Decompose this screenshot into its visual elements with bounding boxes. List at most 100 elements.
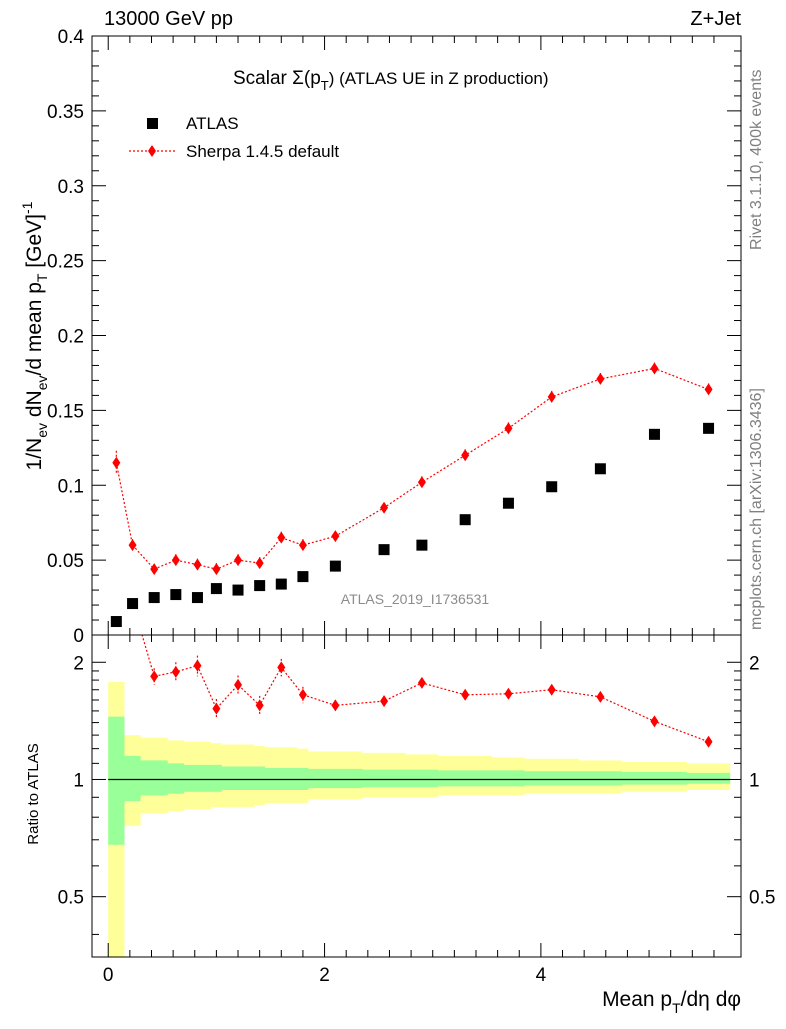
atlas-point [459, 514, 471, 526]
main-y-tick-label: 0.3 [58, 177, 84, 198]
atlas-point [210, 583, 222, 595]
ratio-sherpa-line [141, 635, 709, 743]
atlas-point [416, 539, 428, 551]
legend-sherpa-marker [148, 145, 156, 157]
ratio-sherpa-point [171, 665, 180, 678]
atlas-point [502, 497, 514, 509]
sherpa-point [331, 530, 340, 543]
ratio-y-tick-label-right: 1 [749, 770, 760, 791]
sherpa-point [128, 539, 137, 552]
ratio-sherpa-point [331, 699, 340, 712]
sherpa-point [150, 563, 159, 576]
x-axis-label: Mean pT/dη dφ [602, 988, 741, 1016]
sherpa-point [277, 531, 286, 544]
x-tick-label: 4 [536, 965, 547, 986]
legend-atlas-marker [147, 118, 158, 129]
chart-title-post: ) (ATLAS UE in Z production) [329, 69, 549, 88]
atlas-point [329, 560, 341, 572]
sherpa-point [171, 554, 180, 567]
atlas-point [275, 578, 287, 590]
atlas-point [232, 584, 244, 596]
sherpa-point [461, 449, 470, 462]
atlas-point [594, 463, 606, 475]
ratio-panel-frame [91, 634, 742, 958]
atlas-point [648, 428, 660, 440]
atlas-point [703, 422, 715, 434]
ratio-sherpa-point [417, 676, 426, 689]
ratio-axes-ticks [92, 635, 741, 957]
main-y-tick-label: 0.2 [58, 327, 84, 348]
ratio-sherpa-point [461, 688, 470, 701]
sherpa-point [112, 456, 121, 469]
main-series [110, 362, 715, 628]
ratio-y-tick-label-right: 2 [749, 653, 760, 674]
x-tick-label: 2 [319, 965, 330, 986]
sherpa-point [704, 383, 713, 396]
ratio-sherpa-point [547, 683, 556, 696]
main-y-tick-label: 0.25 [47, 252, 84, 273]
sherpa-point [380, 501, 389, 514]
reference-label: ATLAS_2019_I1736531 [341, 591, 490, 607]
main-y-tick-label: 0.05 [47, 551, 84, 572]
main-y-tick-labels: 0 0.05 0.1 0.15 0.2 0.25 0.3 0.35 0.4 [47, 27, 84, 647]
ratio-series [141, 635, 713, 748]
ratio-sherpa-point [298, 688, 307, 701]
ratio-sherpa-point [212, 702, 221, 715]
x-tick-label: 0 [103, 965, 114, 986]
sherpa-point [504, 422, 513, 435]
ratio-sherpa-point [504, 687, 513, 700]
legend-sherpa-label: Sherpa 1.4.5 default [186, 142, 339, 161]
ratio-sherpa-point [255, 699, 264, 712]
main-y-tick-label: 0 [73, 626, 84, 647]
main-y-tick-label: 0.1 [58, 476, 84, 497]
sherpa-point [255, 557, 264, 570]
ratio-band-outer [108, 681, 731, 957]
chart-title-sub: T [321, 78, 329, 93]
ratio-y-tick-label-right: 0.5 [749, 888, 775, 909]
sherpa-point [417, 476, 426, 489]
ratio-sherpa-point [650, 715, 659, 728]
ratio-sherpa-point [704, 735, 713, 748]
sherpa-line [115, 367, 709, 570]
ratio-band-inner [108, 716, 731, 845]
sherpa-point [596, 372, 605, 385]
main-y-tick-label: 0.4 [58, 27, 85, 48]
chart-title: Scalar Σ(pT) (ATLAS UE in Z production) [233, 68, 549, 93]
ratio-sherpa-point [234, 678, 243, 691]
sherpa-point [212, 563, 221, 576]
atlas-point [148, 592, 160, 604]
sherpa-point [234, 554, 243, 567]
main-axes-ticks [92, 35, 741, 636]
header-left: 13000 GeV pp [104, 8, 233, 30]
ratio-y-axis-label: Ratio to ATLAS [25, 743, 42, 844]
atlas-point [127, 598, 139, 610]
main-y-tick-label: 0.15 [47, 401, 84, 422]
sherpa-point [547, 390, 556, 403]
ratio-uncertainty-bands [108, 681, 731, 957]
ratio-sherpa-point [380, 695, 389, 708]
chart-title-pre: Scalar Σ(p [233, 68, 321, 89]
main-y-axis-label: 1/Nev dNev/d mean pT [GeV]-1 [19, 201, 50, 470]
atlas-point [546, 481, 558, 493]
ratio-y-tick-label-left: 0.5 [58, 888, 84, 909]
ratio-y-tick-label-left: 2 [73, 653, 84, 674]
x-tick-labels: 0 2 4 [103, 965, 547, 986]
ratio-sherpa-point [277, 661, 286, 674]
sherpa-point [298, 539, 307, 552]
atlas-point [297, 571, 309, 583]
ratio-y-tick-label-left: 1 [73, 770, 84, 791]
mcplots-label: mcplots.cern.ch [arXiv:1306.3436] [748, 388, 765, 630]
atlas-point [378, 544, 390, 556]
atlas-point [170, 589, 182, 601]
ratio-sherpa-point [596, 690, 605, 703]
legend: ATLAS Sherpa 1.4.5 default [129, 114, 339, 161]
ratio-sherpa-point [193, 659, 202, 672]
sherpa-point [193, 558, 202, 571]
sherpa-point [650, 362, 659, 375]
ratio-clipped-group [141, 635, 713, 748]
ratio-sherpa-point [150, 670, 159, 683]
atlas-point [254, 580, 266, 592]
main-y-tick-label: 0.35 [47, 102, 84, 123]
atlas-point [191, 592, 203, 604]
